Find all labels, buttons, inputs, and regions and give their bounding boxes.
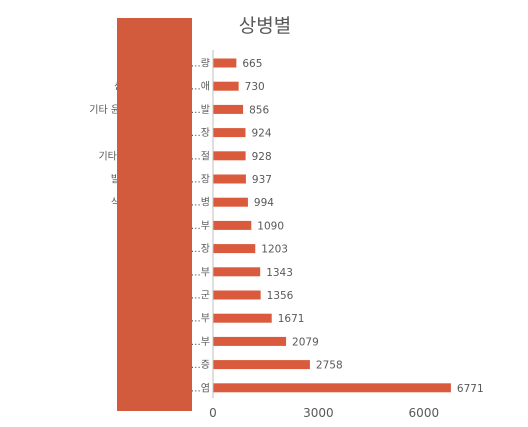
bar [213,104,244,114]
category-label: …량 [191,58,210,70]
category-label: …부 [191,337,210,348]
category-label: …장 [191,127,210,139]
bar [213,290,261,300]
bar [213,244,256,254]
bar [213,174,246,184]
data-label: 1356 [267,290,294,302]
bar [213,360,310,370]
x-tick-label: 6000 [409,406,440,420]
x-tick-label: 3000 [303,406,334,420]
bar [213,313,272,323]
category-label: …증 [191,359,210,371]
bar [213,383,451,393]
bar [213,197,248,207]
data-labels: 665 730 856 924 928 937 994 1090 1203 1343 1356 167… [242,58,483,395]
category-label: …부 [191,221,210,232]
data-label: 928 [252,151,272,163]
data-label: 2079 [292,336,319,348]
data-label: 1343 [266,267,293,279]
x-axis: 0 3000 6000 [209,50,439,420]
category-label: …군 [191,290,210,302]
bar [213,58,237,68]
data-label: 994 [254,197,274,209]
bar [213,151,246,161]
bar [213,81,239,91]
data-label: 1203 [261,244,288,256]
bar [213,336,287,346]
bar [213,267,261,277]
x-tick-label: 0 [209,406,217,420]
data-label: 1090 [257,220,284,232]
bar [213,220,252,230]
data-label: 937 [252,174,272,186]
data-label: 665 [242,58,262,70]
redaction-block [117,18,192,411]
bars [213,58,451,393]
data-label: 730 [245,81,265,93]
chart-title: 상병별 [239,15,291,37]
category-label: …부 [191,314,210,325]
data-label: 1671 [278,313,305,325]
data-label: 856 [249,104,269,116]
data-label: 2758 [316,360,343,372]
category-label: …장 [191,243,210,255]
bar [213,128,246,138]
data-label: 6771 [457,383,484,395]
data-label: 924 [251,128,271,140]
category-label: …부 [191,267,210,278]
